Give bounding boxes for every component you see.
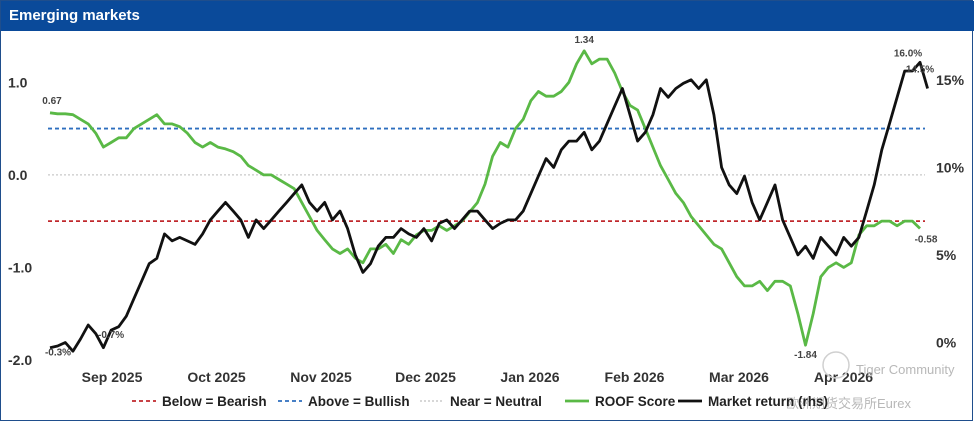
legend-item-2: Above = Bullish	[308, 394, 410, 409]
roof-peak-label: 1.34	[574, 35, 594, 46]
x-tick-label: Sep 2025	[82, 369, 143, 385]
roof-end-label: -0.58	[915, 235, 938, 246]
x-tick-label: Mar 2026	[709, 369, 769, 385]
legend-item-1: Below = Bearish	[162, 394, 267, 409]
watermark-logo-icon	[822, 351, 850, 379]
y-left-tick-label: -1.0	[8, 259, 32, 275]
market-end-label: 14.5%	[906, 64, 934, 75]
y-right-tick-label: 10%	[936, 159, 965, 175]
market-start-label: -0.3%	[45, 348, 71, 359]
y-right-tick-label: 0%	[936, 334, 957, 350]
x-tick-label: Apr 2026	[814, 369, 873, 385]
market-peak-label: 16.0%	[894, 48, 922, 59]
y-right-tick-label: 15%	[936, 72, 965, 88]
y-left-tick-label: -2.0	[8, 352, 32, 368]
legend-item-4: ROOF Score	[595, 394, 676, 409]
x-tick-label: Jan 2026	[500, 369, 559, 385]
y-right-tick-label: 5%	[936, 247, 957, 263]
roof-score-line	[49, 49, 921, 347]
legend-item-5: Market return (rhs)	[708, 394, 828, 409]
watermark-text-2: 欧洲期货交易所Eurex	[786, 396, 911, 411]
watermark-text: Tiger Community	[856, 362, 955, 377]
chart-title: Emerging markets	[1, 1, 974, 31]
x-tick-label: Nov 2025	[290, 369, 352, 385]
roof-start-label: 0.67	[42, 96, 62, 107]
y-left-tick-label: 1.0	[8, 74, 28, 90]
x-tick-label: Dec 2025	[395, 369, 456, 385]
x-tick-label: Oct 2025	[187, 369, 246, 385]
legend-item-3: Near = Neutral	[450, 394, 542, 409]
x-tick-label: Feb 2026	[605, 369, 665, 385]
market-return-line	[49, 60, 929, 353]
market-low-label: -0.7%	[98, 330, 124, 341]
roof-trough-label: -1.84	[794, 350, 817, 361]
y-left-tick-label: 0.0	[8, 167, 28, 183]
